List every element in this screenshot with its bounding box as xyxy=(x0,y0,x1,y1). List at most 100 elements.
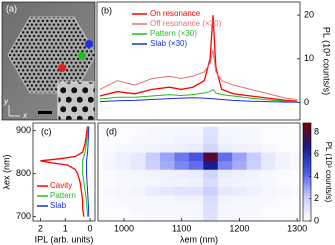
heat-cell xyxy=(174,152,190,162)
heat-cell xyxy=(275,135,291,144)
heat-cell xyxy=(275,186,291,196)
heat-cell xyxy=(203,169,219,179)
heat-cell xyxy=(160,178,175,187)
heat-cell xyxy=(188,143,204,153)
heat-cell xyxy=(203,186,219,196)
x-tick-label: 1000 xyxy=(114,223,134,233)
heat-cell xyxy=(217,143,233,153)
heat-cell xyxy=(232,195,247,205)
heat-cell xyxy=(289,195,300,205)
heat-cell xyxy=(174,178,190,187)
heat-cell xyxy=(275,203,291,213)
heat-cell xyxy=(174,212,190,221)
panel-a-frame xyxy=(1,1,96,121)
heat-cell xyxy=(203,143,219,153)
heat-cell xyxy=(145,203,161,213)
heat-cell xyxy=(246,160,262,170)
heat-cell xyxy=(203,152,219,162)
heat-cell xyxy=(116,126,132,136)
heat-cell xyxy=(131,186,146,196)
heat-cell xyxy=(174,169,190,179)
series-line xyxy=(86,126,90,217)
heat-cell xyxy=(160,203,175,213)
heat-cell xyxy=(246,169,262,179)
colorbar-tick-label: 8 xyxy=(314,126,319,136)
heat-cell xyxy=(174,203,190,213)
heat-cell xyxy=(246,212,262,221)
heat-cell xyxy=(261,186,276,196)
heat-cell xyxy=(116,203,132,213)
heat-cell xyxy=(217,160,233,170)
heat-cell xyxy=(261,152,276,162)
heat-cell xyxy=(261,203,276,213)
heat-cell xyxy=(289,169,300,179)
heat-cell xyxy=(261,160,276,170)
colorbar-tick-label: 6 xyxy=(314,149,319,159)
heat-cell xyxy=(261,143,276,153)
heat-cell xyxy=(116,195,132,205)
heat-cell xyxy=(160,186,175,196)
heat-cell xyxy=(246,203,262,213)
heat-cell xyxy=(116,135,132,144)
colorbar-tick-label: 0 xyxy=(314,215,319,225)
heat-cell xyxy=(102,135,118,144)
heat-cell xyxy=(275,160,291,170)
heat-cell xyxy=(174,126,190,136)
heat-cell xyxy=(116,212,132,221)
heat-cell xyxy=(203,135,219,144)
heat-cell xyxy=(232,203,247,213)
heat-cell xyxy=(217,169,233,179)
heat-cell xyxy=(289,212,300,221)
legend-label: Cavity xyxy=(50,181,72,190)
heat-cell xyxy=(174,143,190,153)
heat-cell xyxy=(160,143,175,153)
sem-image xyxy=(2,2,95,120)
heat-cell xyxy=(289,135,300,144)
heat-cell xyxy=(188,169,204,179)
x-tick-label: 2 xyxy=(38,223,43,233)
y-tick-label: 800 xyxy=(16,168,31,178)
axis-label: y xyxy=(3,97,9,106)
series-line xyxy=(99,15,298,102)
heat-cell xyxy=(160,212,175,221)
heat-cell xyxy=(131,169,146,179)
heat-cell xyxy=(102,143,118,153)
heat-cell xyxy=(203,178,219,187)
series-line xyxy=(82,126,89,217)
x-tick-label: 1200 xyxy=(229,223,249,233)
heat-cell xyxy=(102,152,118,162)
x-axis-label: λem (nm) xyxy=(180,234,218,244)
panel-label: (a) xyxy=(6,3,17,13)
heat-cell xyxy=(246,186,262,196)
heat-cell xyxy=(131,126,146,136)
heat-cell xyxy=(102,126,118,136)
heat-cell xyxy=(217,195,233,205)
heat-cell xyxy=(116,160,132,170)
heat-cell xyxy=(188,203,204,213)
heat-cell xyxy=(145,169,161,179)
series-line xyxy=(99,97,298,103)
plot-frame xyxy=(97,122,301,222)
heat-cell xyxy=(261,169,276,179)
heat-cell xyxy=(145,143,161,153)
heat-cell xyxy=(102,195,118,205)
x-tick-label: 1100 xyxy=(172,223,191,233)
heat-cell xyxy=(289,186,300,196)
panel-label: (d) xyxy=(106,126,117,136)
y-tick-label: 900 xyxy=(16,125,31,135)
heat-cell xyxy=(102,186,118,196)
y-tick-label: 0 xyxy=(304,97,309,107)
y-axis-label: PL (10³ counts/s) xyxy=(322,27,332,95)
heat-cell xyxy=(217,186,233,196)
heat-cell xyxy=(145,160,161,170)
heat-cell xyxy=(102,169,118,179)
series-line xyxy=(99,88,298,103)
colorbar-label: PL (10³ counts/s) xyxy=(324,142,333,203)
heat-cell xyxy=(232,135,247,144)
colorbar-tick-label: 4 xyxy=(314,171,319,181)
y-axis-label: λex (nm) xyxy=(1,154,11,189)
heat-cell xyxy=(145,195,161,205)
heat-cell xyxy=(261,195,276,205)
heat-cell xyxy=(275,143,291,153)
heat-cell xyxy=(102,203,118,213)
